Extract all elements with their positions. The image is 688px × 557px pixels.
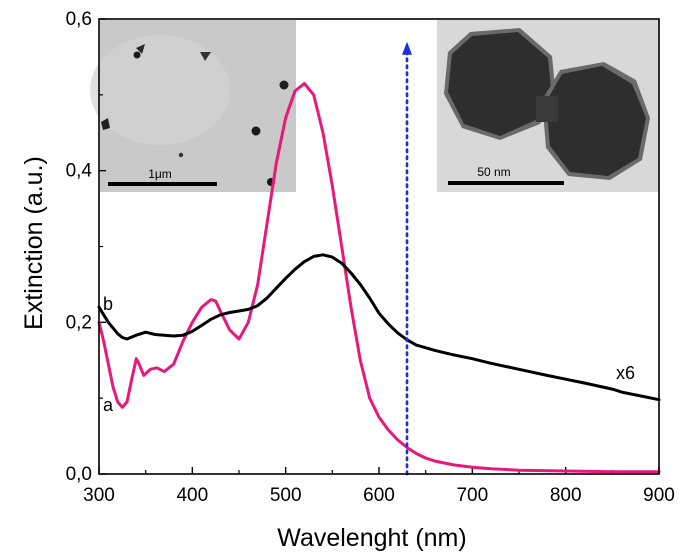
scale-factor-annotation: x6 xyxy=(616,363,635,383)
series-line-a xyxy=(97,82,661,474)
right-tem-inset: 50 nm xyxy=(437,20,659,192)
y-tick-label: 0,0 xyxy=(66,464,92,485)
x-tick-label: 600 xyxy=(363,485,395,506)
y-tick-label: 0,2 xyxy=(66,312,92,333)
x-tick-label: 900 xyxy=(643,485,675,506)
x-tick-label: 700 xyxy=(456,485,488,506)
particle xyxy=(251,126,261,136)
right-scale-bar xyxy=(448,181,564,185)
x-tick-label: 300 xyxy=(83,485,115,506)
y-tick-label: 0,6 xyxy=(66,9,92,30)
y-axis-title: Extinction (a.u.) xyxy=(20,156,48,330)
series-line-b xyxy=(97,253,661,402)
data-series xyxy=(97,82,661,474)
particle xyxy=(101,118,110,130)
particle-neck xyxy=(536,96,558,122)
particle-large-right xyxy=(546,66,646,176)
particle xyxy=(136,44,145,54)
right-scale-bar-label: 50 nm xyxy=(477,165,510,179)
particle xyxy=(279,80,289,90)
left-tem-inset: 1μm xyxy=(90,20,296,192)
x-tick-label: 800 xyxy=(550,485,582,506)
x-tick-label: 400 xyxy=(176,485,208,506)
x-tick-label: 500 xyxy=(270,485,302,506)
particle xyxy=(178,152,184,158)
particle-large-left xyxy=(448,32,552,136)
marker-layer xyxy=(402,41,412,476)
plot-frame xyxy=(98,18,660,475)
particle xyxy=(200,52,211,61)
vertical-marker-arrowhead xyxy=(402,41,412,55)
left-inset-shade xyxy=(90,35,230,145)
series-b-label: b xyxy=(103,294,113,314)
series-a-label: a xyxy=(103,395,114,415)
y-tick-label: 0,4 xyxy=(66,161,93,182)
left-scale-bar xyxy=(108,182,217,186)
particle xyxy=(133,51,141,59)
left-scale-bar-label: 1μm xyxy=(148,167,172,181)
x-axis-title: Wavelenght (nm) xyxy=(277,524,466,552)
